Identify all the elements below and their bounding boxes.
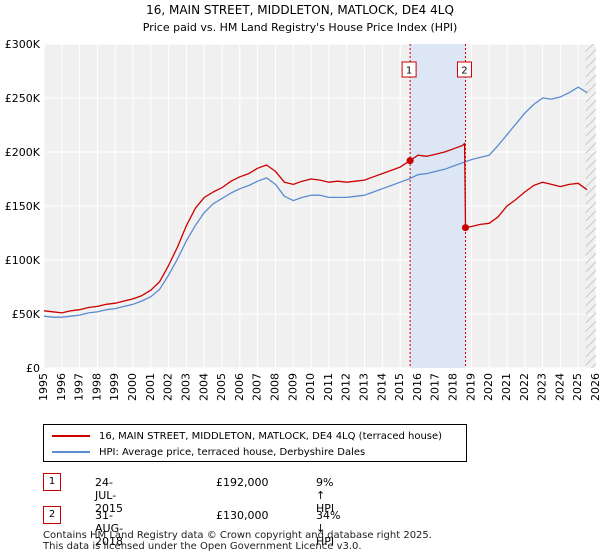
x-tick-label: 2016 — [411, 373, 424, 401]
y-tick-label: £100K — [5, 254, 41, 267]
sale-point — [406, 157, 414, 165]
x-tick-label: 2007 — [251, 373, 264, 401]
legend-label-hpi: HPI: Average price, terraced house, Derb… — [99, 446, 366, 458]
x-tick-label: 2002 — [162, 373, 175, 401]
chart-subtitle: Price paid vs. HM Land Registry's House … — [143, 21, 458, 34]
y-tick-label: £200K — [5, 146, 41, 159]
y-tick-label: £250K — [5, 92, 41, 105]
transaction-number-badge: 1 — [43, 473, 61, 491]
footer-attribution: Contains HM Land Registry data © Crown c… — [43, 530, 432, 552]
x-tick-label: 1998 — [90, 373, 103, 401]
x-tick-label: 2026 — [589, 373, 600, 401]
x-tick-label: 2013 — [358, 373, 371, 401]
transaction-date: 31-AUG-2018 — [95, 509, 124, 548]
x-tick-label: 2010 — [304, 373, 317, 401]
x-tick-label: 2020 — [482, 373, 495, 401]
legend: 16, MAIN STREET, MIDDLETON, MATLOCK, DE4… — [43, 424, 467, 462]
x-tick-label: 2009 — [286, 373, 299, 401]
shaded-span — [409, 44, 596, 368]
x-axis: 1995 1996 1997 1998 1999 2000 2001 2002 2003 2004… — [37, 373, 600, 401]
x-tick-label: 1995 — [37, 373, 50, 401]
x-tick-label: 2006 — [233, 373, 246, 401]
transaction-hpi-change: 34% ↓ HPI — [316, 509, 341, 548]
transaction-hpi-change: 9% ↑ HPI — [316, 476, 335, 515]
x-tick-label: 2001 — [144, 373, 157, 401]
x-tick-label: 2022 — [518, 373, 531, 401]
x-tick-label: 2018 — [447, 373, 460, 401]
x-tick-label: 2012 — [340, 373, 353, 401]
legend-swatch-property — [52, 435, 90, 437]
x-tick-label: 2017 — [429, 373, 442, 401]
legend-item-hpi: HPI: Average price, terraced house, Derb… — [52, 444, 365, 460]
x-tick-label: 2005 — [215, 373, 228, 401]
chart-title: 16, MAIN STREET, MIDDLETON, MATLOCK, DE4… — [146, 3, 454, 17]
x-tick-label: 2004 — [197, 373, 210, 401]
hpi-line — [43, 86, 588, 318]
property-price-line — [43, 142, 588, 314]
footer-line-1: Contains HM Land Registry data © Crown c… — [43, 530, 432, 541]
x-tick-label: 2011 — [322, 373, 335, 401]
x-tick-label: 1997 — [73, 373, 86, 401]
grid-lines — [43, 43, 597, 369]
sale-number-label: 1 — [406, 66, 412, 77]
y-tick-label: £150K — [5, 200, 41, 213]
highlight-span — [410, 44, 466, 368]
x-tick-label: 2019 — [464, 373, 477, 401]
sale-number-label: 2 — [461, 66, 467, 77]
transaction-number-badge: 2 — [43, 506, 61, 524]
x-tick-label: 1996 — [55, 373, 68, 401]
series-lines — [43, 86, 588, 318]
y-axis: £0 £50K £100K £150K £200K £250K £300K — [5, 38, 41, 375]
x-tick-label: 1999 — [108, 373, 121, 401]
y-tick-label: £0 — [26, 362, 40, 375]
x-tick-label: 2003 — [179, 373, 192, 401]
x-tick-label: 2008 — [268, 373, 281, 401]
x-tick-label: 2023 — [536, 373, 549, 401]
transaction-price: £130,000 — [216, 509, 269, 522]
x-tick-label: 2024 — [553, 373, 566, 401]
y-tick-label: £300K — [5, 38, 41, 51]
legend-item-property: 16, MAIN STREET, MIDDLETON, MATLOCK, DE4… — [52, 428, 442, 444]
transaction-price: £192,000 — [216, 476, 269, 489]
footer-line-2: This data is licensed under the Open Gov… — [43, 541, 362, 552]
x-tick-label: 2025 — [571, 373, 584, 401]
sale-number-box — [401, 61, 417, 78]
x-tick-label: 2021 — [500, 373, 513, 401]
projection-area — [585, 44, 596, 368]
legend-swatch-hpi — [52, 451, 90, 453]
legend-label-property: 16, MAIN STREET, MIDDLETON, MATLOCK, DE4… — [99, 430, 443, 442]
sale-number-box — [456, 61, 472, 78]
sale-point — [461, 224, 469, 232]
transaction-date: 24-JUL-2015 — [95, 476, 123, 515]
price-chart: 16, MAIN STREET, MIDDLETON, MATLOCK, DE4… — [5, 3, 600, 401]
x-tick-label: 2000 — [126, 373, 139, 401]
x-tick-label: 2014 — [375, 373, 388, 401]
y-tick-label: £50K — [12, 308, 41, 321]
x-tick-label: 2015 — [393, 373, 406, 401]
